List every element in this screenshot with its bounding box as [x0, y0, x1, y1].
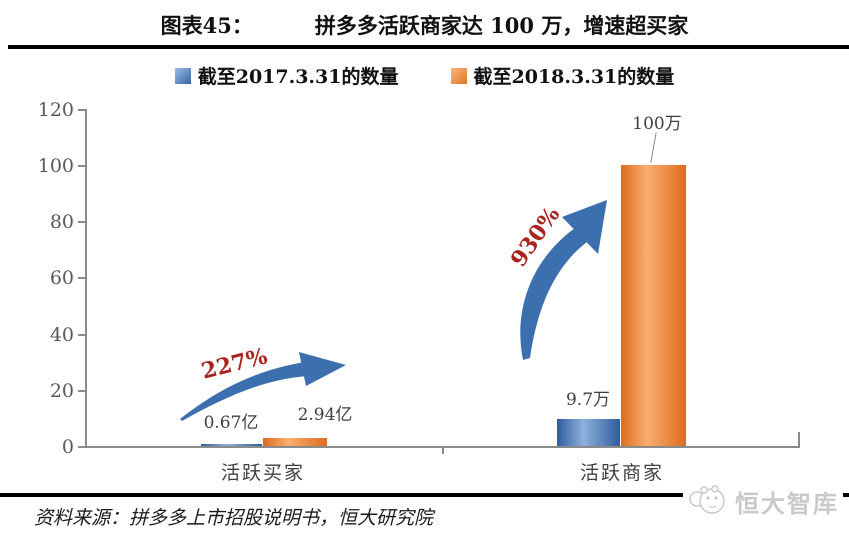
y-tickmark	[78, 221, 85, 223]
y-tickmark	[78, 446, 85, 448]
ytick-100: 100	[37, 155, 74, 177]
ytick-40: 40	[49, 324, 74, 346]
ytick-20: 20	[49, 380, 74, 402]
y-tickmark	[78, 109, 85, 111]
legend-swatch-blue	[174, 67, 191, 84]
figure-title-row: 图表45： 拼多多活跃商家达 100 万，增速超买家	[0, 10, 849, 40]
data-label-merchants-2017: 9.7万	[565, 390, 611, 410]
figure-number: 图表45：	[160, 13, 253, 38]
bar-merchants-2018	[621, 165, 686, 446]
legend-label-2017: 截至2017.3.31的数量	[197, 66, 399, 88]
source-note: 资料来源：拼多多上市招股说明书，恒大研究院	[34, 507, 434, 529]
x-tickmark-mid	[442, 448, 444, 454]
legend-label-2018: 截至2018.3.31的数量	[473, 66, 675, 88]
top-rule	[8, 45, 849, 49]
data-label-merchants-2018: 100万	[632, 114, 682, 134]
bar-merchants-2017	[557, 419, 620, 446]
ytick-0: 0	[61, 436, 74, 458]
ytick-60: 60	[49, 267, 74, 289]
y-tickmark	[78, 165, 85, 167]
y-tickmark	[78, 334, 85, 336]
ytick-120: 120	[37, 99, 74, 121]
chart-legend: 截至2017.3.31的数量 截至2018.3.31的数量	[0, 62, 849, 89]
data-label-buyers-2017: 0.67亿	[203, 413, 259, 433]
y-tickmark	[78, 390, 85, 392]
legend-item-2017: 截至2017.3.31的数量	[174, 62, 399, 89]
y-axis-line	[85, 109, 87, 448]
panda-logo-icon	[689, 485, 725, 514]
watermark-text: 恒大智库	[735, 488, 839, 518]
bar-buyers-2018	[263, 438, 327, 446]
x-axis-line	[85, 446, 800, 448]
data-label-buyers-2018: 2.94亿	[297, 405, 353, 425]
growth-arrow-merchants	[520, 200, 607, 360]
watermark: 恒大智库	[683, 481, 843, 521]
label-leader-line	[650, 132, 657, 163]
x-tickmark-right	[798, 432, 800, 447]
bar-buyers-2017	[201, 444, 262, 446]
y-tickmark	[78, 277, 85, 279]
legend-swatch-orange	[450, 67, 467, 84]
bottom-rule	[0, 493, 849, 497]
ytick-80: 80	[49, 211, 74, 233]
category-label-buyers: 活跃买家	[220, 462, 305, 484]
legend-item-2018: 截至2018.3.31的数量	[450, 62, 675, 89]
category-label-merchants: 活跃商家	[579, 462, 664, 484]
figure-title: 拼多多活跃商家达 100 万，增速超买家	[314, 13, 689, 38]
growth-arrow-buyers	[180, 352, 346, 421]
